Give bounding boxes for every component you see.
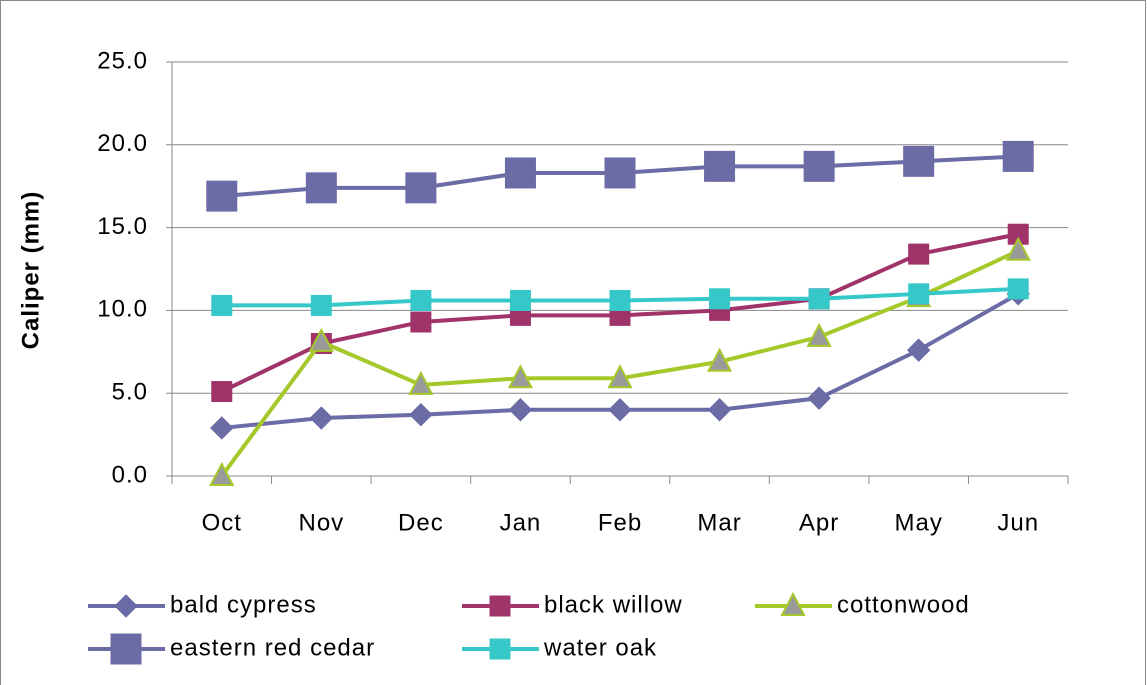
series-marker [604,157,636,189]
x-tick-label: Mar [697,509,741,536]
series-marker [906,338,931,362]
series-marker [409,403,433,427]
x-tick-label: Nov [298,509,344,536]
y-tick-label: 10.0 [97,296,148,323]
series-marker [707,398,732,422]
legend-label: black willow [544,591,683,618]
y-tick-label: 15.0 [97,213,148,240]
x-tick-label: Oct [202,509,242,536]
legend-marker [489,595,511,617]
x-tick-label: Apr [799,509,839,536]
series-marker [607,364,633,389]
x-tick-label: Dec [398,509,444,536]
series-marker [504,157,536,189]
legend-label: eastern red cedar [170,634,375,661]
y-tick-label: 20.0 [97,130,148,157]
y-tick-label: 0.0 [112,461,148,488]
y-axis-title: Caliper (mm) [17,191,44,350]
series-marker [808,288,830,310]
series-marker [807,386,831,410]
y-tick-label: 5.0 [112,379,148,406]
series-marker [1007,278,1029,300]
series-marker [206,180,238,212]
series-marker [507,364,534,389]
series-marker [210,416,234,440]
legend-label: water oak [543,634,657,661]
x-tick-label: Jan [500,509,542,536]
series-marker [908,283,930,305]
series-marker [903,145,935,177]
series-marker [1002,140,1034,172]
series-marker [508,398,533,422]
series-marker [609,289,631,311]
series-marker [309,406,334,430]
legend-marker [780,591,806,616]
series-marker [803,150,835,182]
series-marker [405,172,437,204]
x-tick-label: Jun [997,509,1039,536]
series-marker [211,294,233,316]
series-marker [704,150,736,182]
legend-label: cottonwood [837,591,970,618]
x-tick-label: Feb [598,509,642,536]
series-marker [806,322,832,347]
series-marker [410,311,432,333]
x-tick-label: May [894,509,942,536]
legend-marker [114,594,138,618]
series-marker [310,294,332,316]
series-marker [410,289,432,311]
y-tick-label: 25.0 [97,47,148,74]
legend-marker [110,633,142,665]
series-marker [509,289,531,311]
series-marker [308,327,334,352]
series-marker [305,172,337,204]
series-marker [709,288,731,310]
series-marker [209,461,235,486]
series-marker [608,398,632,422]
series-marker [211,381,233,403]
series-marker [408,370,434,395]
legend-marker [489,638,511,660]
legend-label: bald cypress [170,591,317,618]
series-marker [908,243,930,265]
series-marker [1005,236,1031,261]
series-marker [706,347,733,372]
